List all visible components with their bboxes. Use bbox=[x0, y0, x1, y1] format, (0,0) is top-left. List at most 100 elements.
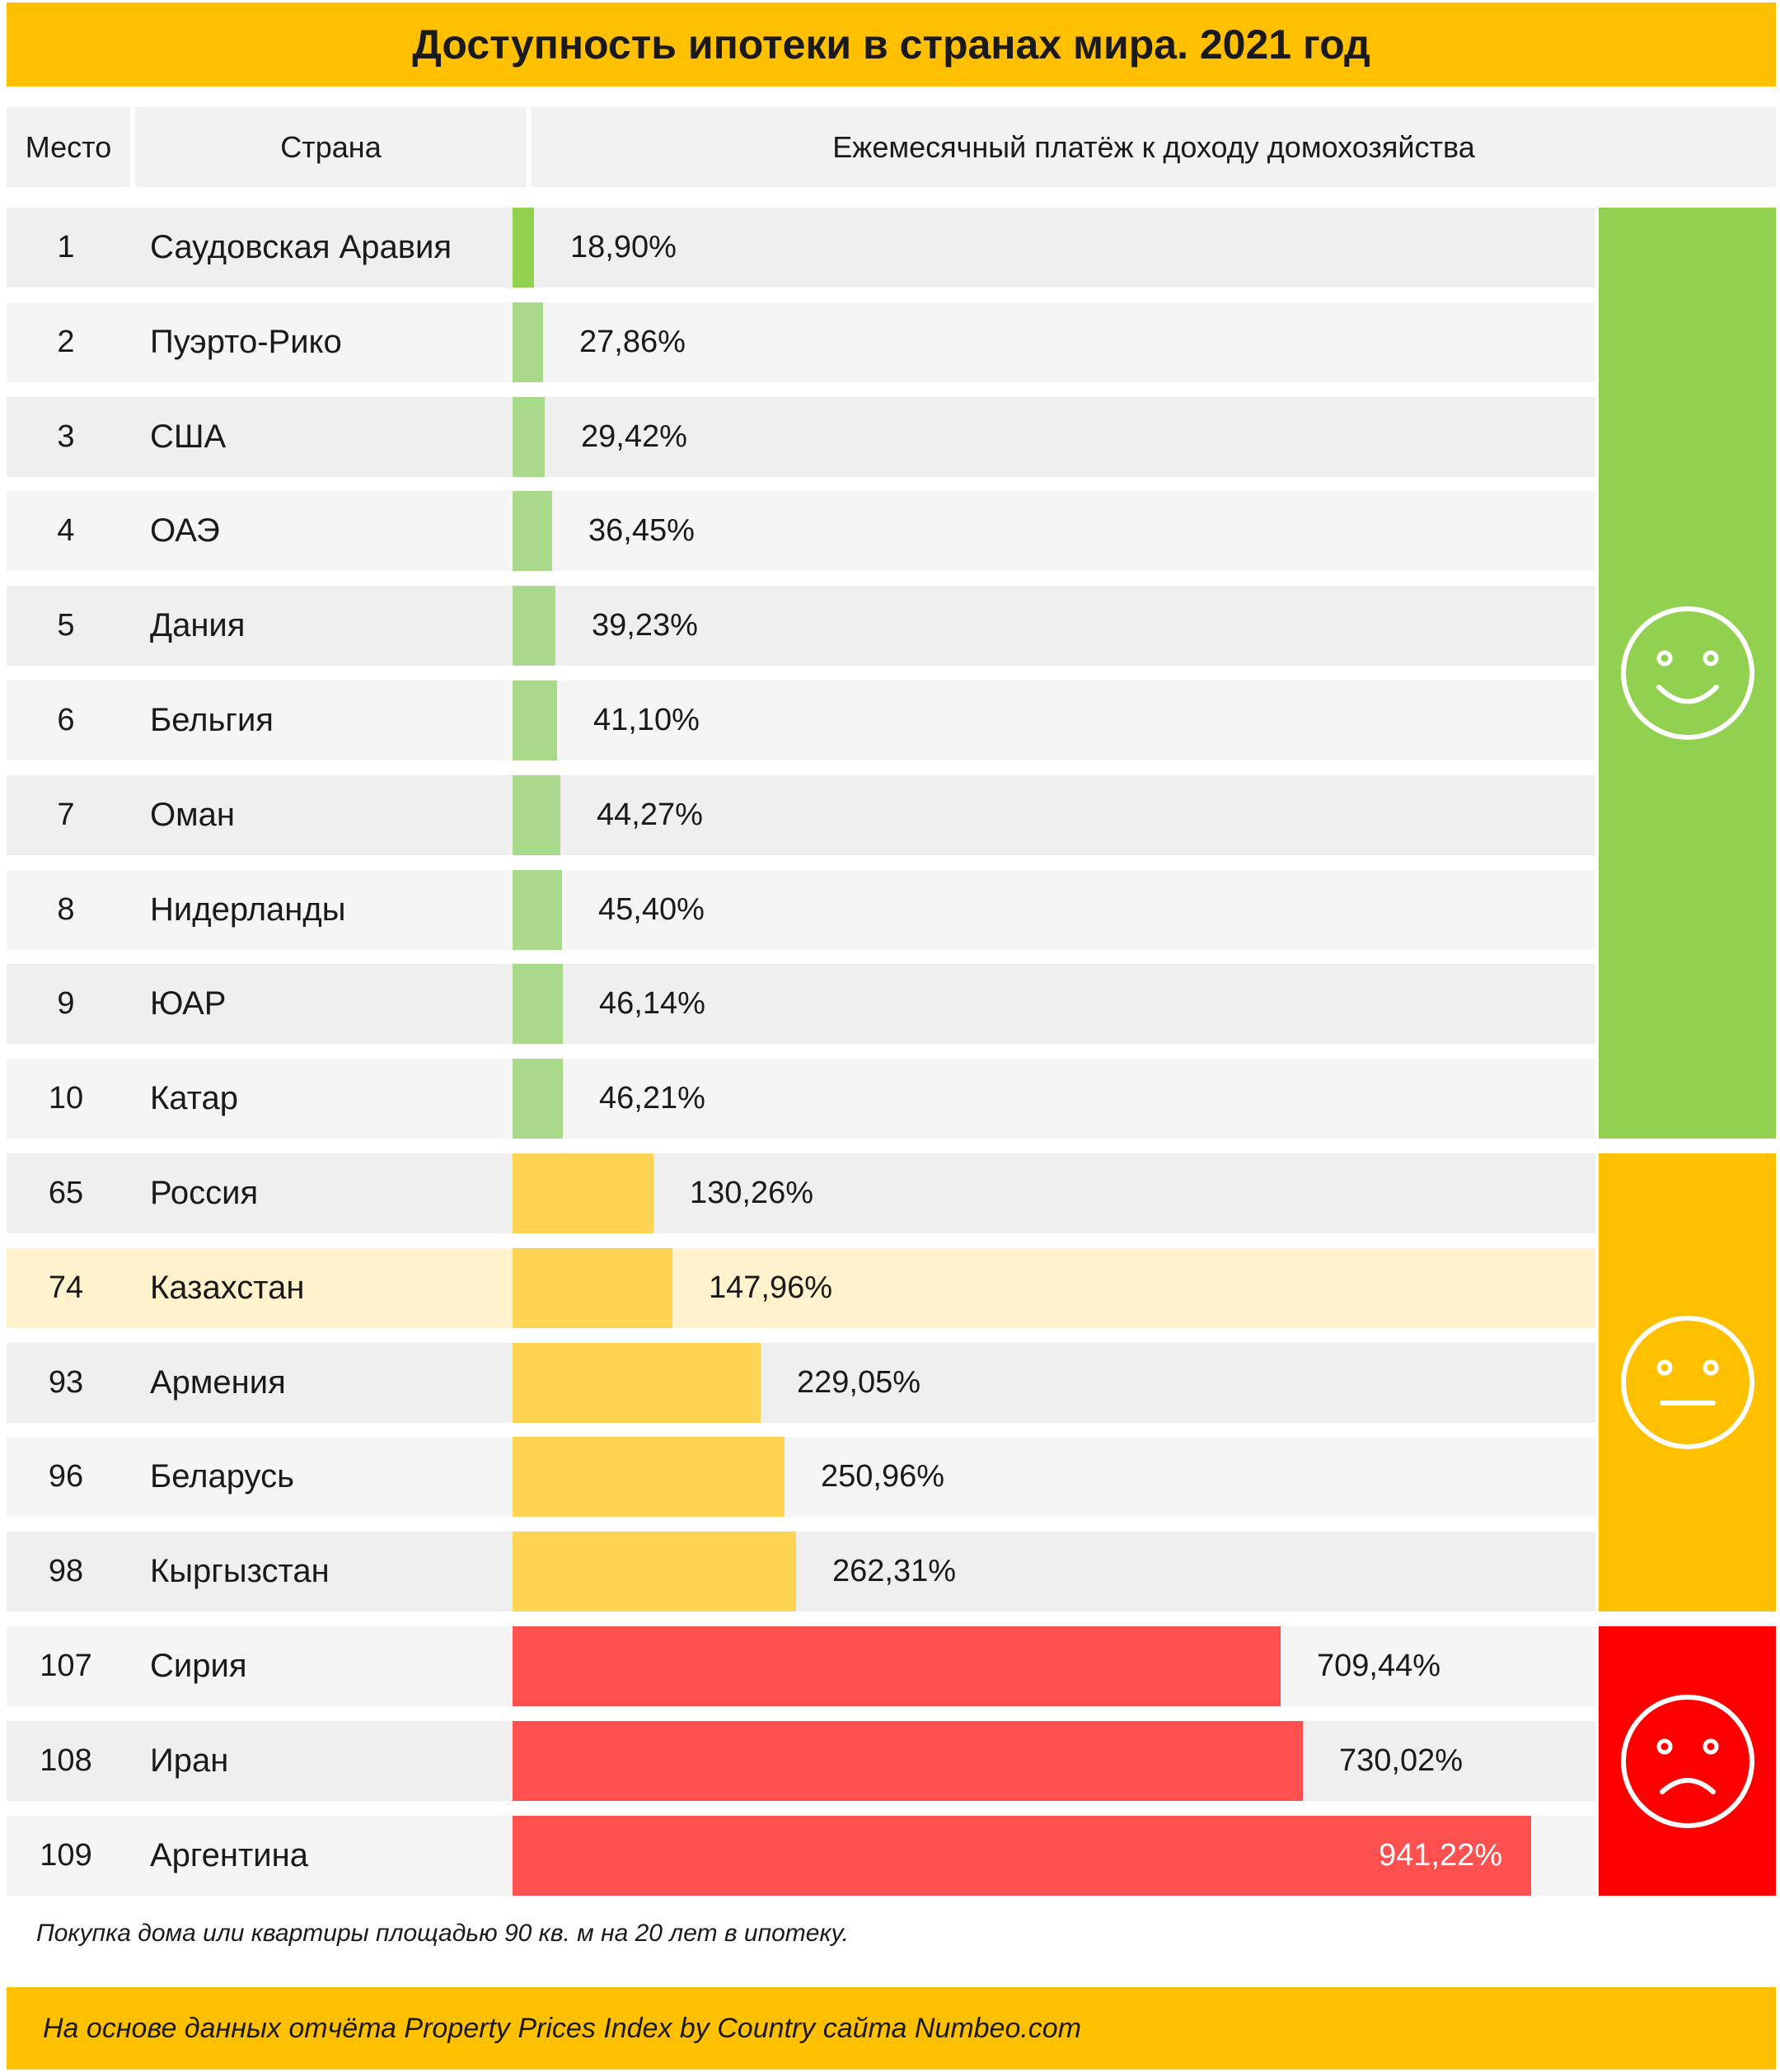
country-cell: Катар bbox=[150, 1080, 239, 1116]
header-place: Место bbox=[7, 107, 130, 187]
bar bbox=[513, 1532, 796, 1611]
country-cell: Оман bbox=[150, 797, 235, 833]
bar bbox=[513, 1721, 1303, 1801]
bad-zone bbox=[1599, 1626, 1776, 1896]
bar bbox=[513, 1248, 672, 1328]
value-label: 41,10% bbox=[593, 703, 700, 737]
value-label: 250,96% bbox=[821, 1459, 945, 1494]
smile-face-icon bbox=[1620, 606, 1754, 740]
table-row: 65 Россия 130,26% bbox=[7, 1153, 1595, 1233]
value-label: 229,05% bbox=[797, 1365, 921, 1400]
value-label: 941,22% bbox=[1379, 1838, 1503, 1873]
country-cell: Сирия bbox=[150, 1648, 247, 1684]
value-label: 36,45% bbox=[588, 513, 695, 548]
table-row: 8 Нидерланды 45,40% bbox=[7, 870, 1595, 950]
place-cell: 65 bbox=[48, 1176, 84, 1210]
bar bbox=[513, 1153, 653, 1233]
place-cell: 96 bbox=[48, 1459, 84, 1494]
value-label: 29,42% bbox=[581, 419, 687, 454]
country-cell: Кыргызстан bbox=[150, 1553, 330, 1589]
value-label: 46,21% bbox=[599, 1081, 705, 1116]
table-row: 9 ЮАР 46,14% bbox=[7, 964, 1595, 1044]
place-cell: 3 bbox=[57, 419, 75, 454]
table-row: 6 Бельгия 41,10% bbox=[7, 681, 1595, 760]
country-cell: Нидерланды bbox=[150, 891, 346, 928]
table-row: 107 Сирия 709,44% bbox=[7, 1626, 1595, 1706]
value-label: 730,02% bbox=[1339, 1743, 1464, 1778]
place-cell: 1 bbox=[57, 230, 75, 264]
country-cell: Пуэрто-Рико bbox=[150, 324, 342, 360]
place-cell: 74 bbox=[48, 1270, 84, 1305]
table-row: 98 Кыргызстан 262,31% bbox=[7, 1532, 1595, 1611]
bar bbox=[513, 491, 552, 571]
bar bbox=[513, 302, 543, 382]
bar bbox=[513, 1059, 563, 1139]
place-cell: 2 bbox=[57, 325, 75, 359]
table-row: 2 Пуэрто-Рико 27,86% bbox=[7, 302, 1595, 382]
table-row: 10 Катар 46,21% bbox=[7, 1059, 1595, 1139]
country-cell: Беларусь bbox=[150, 1458, 294, 1494]
bar bbox=[513, 681, 557, 760]
value-label: 130,26% bbox=[690, 1176, 814, 1210]
table-row: 5 Дания 39,23% bbox=[7, 586, 1595, 666]
bar bbox=[513, 208, 534, 288]
country-cell: США bbox=[150, 419, 227, 455]
value-label: 44,27% bbox=[597, 797, 703, 832]
bar bbox=[513, 870, 562, 950]
bar bbox=[513, 397, 545, 477]
header-country: Страна bbox=[135, 107, 527, 187]
place-cell: 5 bbox=[57, 608, 75, 643]
bar bbox=[513, 964, 563, 1044]
neutral-face-icon bbox=[1620, 1316, 1754, 1449]
place-cell: 10 bbox=[48, 1081, 84, 1116]
value-label: 45,40% bbox=[598, 892, 705, 927]
good-zone bbox=[1599, 208, 1776, 1139]
value-label: 39,23% bbox=[592, 608, 698, 643]
value-label: 46,14% bbox=[599, 986, 705, 1021]
place-cell: 108 bbox=[40, 1743, 92, 1778]
sad-face-icon bbox=[1620, 1694, 1754, 1828]
table-row: 108 Иран 730,02% bbox=[7, 1721, 1595, 1801]
table-row: 3 США 29,42% bbox=[7, 397, 1595, 477]
place-cell: 8 bbox=[57, 892, 75, 927]
place-cell: 109 bbox=[40, 1838, 92, 1873]
country-cell: Иран bbox=[150, 1742, 229, 1779]
title-bar: Доступность ипотеки в странах мира. 2021… bbox=[7, 2, 1776, 87]
value-label: 18,90% bbox=[570, 230, 677, 264]
table-row: 96 Беларусь 250,96% bbox=[7, 1437, 1595, 1517]
country-cell: Россия bbox=[150, 1175, 259, 1211]
country-cell: Дания bbox=[150, 607, 246, 643]
place-cell: 107 bbox=[40, 1649, 92, 1683]
footnote: Покупка дома или квартиры площадью 90 кв… bbox=[36, 1920, 849, 1947]
bar bbox=[513, 1343, 761, 1423]
country-cell: Армения bbox=[150, 1364, 286, 1401]
table-row: 109 Аргентина 941,22% bbox=[7, 1816, 1595, 1896]
bar bbox=[513, 1437, 785, 1517]
chart-title: Доступность ипотеки в странах мира. 2021… bbox=[412, 21, 1370, 68]
country-cell: Казахстан bbox=[150, 1270, 305, 1306]
place-cell: 9 bbox=[57, 986, 75, 1021]
source-bar: На основе данных отчёта Property Prices … bbox=[7, 1987, 1776, 2070]
country-cell: Саудовская Аравия bbox=[150, 229, 452, 265]
bar bbox=[513, 1626, 1281, 1706]
table-row: 1 Саудовская Аравия 18,90% bbox=[7, 208, 1595, 288]
medium-zone bbox=[1599, 1153, 1776, 1611]
bar bbox=[513, 775, 560, 855]
value-label: 262,31% bbox=[832, 1554, 957, 1588]
country-cell: Аргентина bbox=[150, 1837, 308, 1873]
country-cell: ЮАР bbox=[150, 985, 227, 1022]
place-cell: 93 bbox=[48, 1365, 84, 1400]
table-row: 4 ОАЭ 36,45% bbox=[7, 491, 1595, 571]
place-cell: 98 bbox=[48, 1554, 84, 1588]
bar bbox=[513, 1816, 1531, 1896]
place-cell: 6 bbox=[57, 703, 75, 737]
value-label: 147,96% bbox=[709, 1270, 833, 1305]
country-cell: ОАЭ bbox=[150, 512, 220, 549]
bar bbox=[513, 586, 555, 666]
header-metric: Ежемесячный платёж к доходу домохозяйств… bbox=[532, 107, 1776, 187]
table-row: 7 Оман 44,27% bbox=[7, 775, 1595, 855]
country-cell: Бельгия bbox=[150, 702, 274, 738]
source-text: На основе данных отчёта Property Prices … bbox=[43, 2012, 1082, 2044]
value-label: 27,86% bbox=[579, 325, 686, 359]
value-label: 709,44% bbox=[1317, 1649, 1441, 1683]
